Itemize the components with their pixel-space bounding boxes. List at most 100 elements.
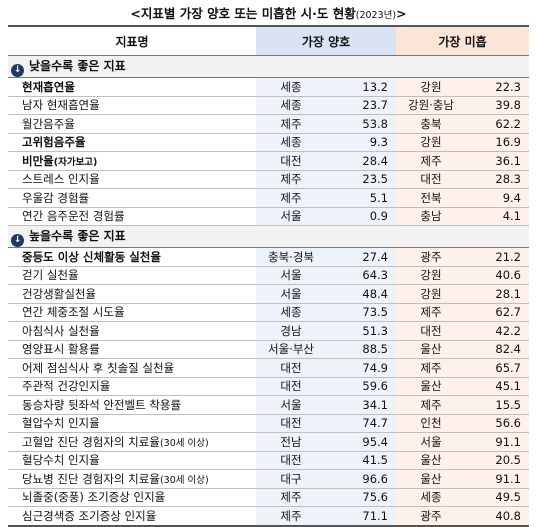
indicator-name-text: 혈압수치 인지율	[22, 416, 100, 431]
best-region: 대전	[256, 151, 326, 171]
indicator-name: 어제 점심식사 후 칫솔질 실천율	[8, 358, 256, 378]
best-value: 27.4	[326, 247, 396, 267]
worst-value: 49.5	[466, 488, 529, 507]
worst-region: 충남	[396, 207, 466, 226]
worst-value: 39.8	[466, 96, 529, 115]
worst-value: 20.5	[466, 451, 529, 470]
indicator-name-text: 어제 점심식사 후 칫솔질 실천율	[22, 360, 175, 375]
worst-region: 서울	[396, 432, 466, 452]
table-row: 동승차량 뒷좌석 안전벨트 착용률 서울 34.1 제주 15.5	[8, 395, 529, 415]
worst-region: 울산	[396, 469, 466, 489]
indicator-name: 고혈압 진단 경험자의 치료율(30세 이상)	[8, 432, 256, 452]
best-region: 전남	[256, 432, 326, 452]
section-header: ↓ 높을수록 좋은 지표	[8, 225, 529, 248]
worst-region: 강원	[396, 77, 466, 97]
indicator-name-text: 비만율	[22, 153, 54, 168]
worst-region: 광주	[396, 247, 466, 267]
best-region: 세종	[256, 303, 326, 322]
worst-value: 9.4	[466, 188, 529, 208]
indicator-name-text: 연간 음주운전 경험률	[22, 209, 125, 224]
table-row: 당뇨병 진단 경험자의 치료율(30세 이상) 대구 96.6 울산 91.1	[8, 469, 529, 489]
best-value: 23.5	[326, 170, 396, 189]
table-row: 스트레스 인지율 제주 23.5 대전 28.3	[8, 170, 529, 189]
table-row: 주관적 건강인지율 대전 59.6 울산 45.1	[8, 377, 529, 396]
best-value: 34.1	[326, 395, 396, 415]
worst-value: 22.3	[466, 77, 529, 97]
worst-value: 36.1	[466, 151, 529, 171]
worst-value: 82.4	[466, 340, 529, 359]
indicator-table: 지표명 가장 양호 가장 미흡 ↓ 낮을수록 좋은 지표 현재흡연율 세종 13.2 강원…	[8, 25, 529, 527]
worst-value: 16.9	[466, 133, 529, 152]
section-label: 높을수록 좋은 지표	[29, 228, 126, 243]
indicator-name-text: 연간 체중조절 시도율	[22, 305, 125, 320]
best-value: 48.4	[326, 284, 396, 304]
section-label: 낮을수록 좋은 지표	[29, 58, 126, 73]
best-region: 제주	[256, 170, 326, 189]
indicator-name: 걷기 실천율	[8, 266, 256, 285]
worst-value: 28.1	[466, 284, 529, 304]
table-title: <지표별 가장 양호 또는 미흡한 시·도 현황(2023년)>	[0, 3, 537, 25]
indicator-name: 혈압수치 인지율	[8, 414, 256, 433]
indicator-name-text: 영양표시 활용률	[22, 342, 100, 357]
table-row: 우울감 경험률 제주 5.1 전북 9.4	[8, 188, 529, 208]
best-region: 제주	[256, 114, 326, 134]
best-value: 59.6	[326, 377, 396, 396]
worst-value: 4.1	[466, 207, 529, 226]
indicator-note: (자가보고)	[53, 156, 98, 168]
best-value: 41.5	[326, 451, 396, 470]
worst-value: 91.1	[466, 432, 529, 452]
table-row: 월간음주율 제주 53.8 충북 62.2	[8, 114, 529, 134]
best-value: 5.1	[326, 188, 396, 208]
table-row: 연간 음주운전 경험률 서울 0.9 충남 4.1	[8, 207, 529, 226]
worst-value: 62.2	[466, 114, 529, 134]
worst-value: 40.6	[466, 266, 529, 285]
worst-region: 울산	[396, 451, 466, 470]
header-indicator-name: 지표명	[8, 25, 256, 56]
best-value: 9.3	[326, 133, 396, 152]
table-row: 건강생활실천율 서울 48.4 강원 28.1	[8, 284, 529, 304]
worst-region: 대전	[396, 170, 466, 189]
table-row: 현재흡연율 세종 13.2 강원 22.3	[8, 77, 529, 97]
indicator-name: 월간음주율	[8, 114, 256, 134]
worst-region: 강원	[396, 266, 466, 285]
worst-value: 56.6	[466, 414, 529, 433]
best-region: 경남	[256, 321, 326, 341]
indicator-name: 아침식사 실천율	[8, 321, 256, 341]
indicator-name-text: 고위험음주율	[22, 135, 86, 150]
best-region: 세종	[256, 96, 326, 115]
indicator-name-text: 주관적 건강인지율	[22, 379, 111, 394]
section-header-row: ↓ 높을수록 좋은 지표	[8, 225, 529, 248]
section-header-row: ↓ 낮을수록 좋은 지표	[8, 55, 529, 78]
best-region: 세종	[256, 133, 326, 152]
indicator-name-text: 건강생활실천율	[22, 286, 97, 301]
worst-value: 21.2	[466, 247, 529, 267]
table-row: 어제 점심식사 후 칫솔질 실천율 대전 74.9 제주 65.7	[8, 358, 529, 378]
indicator-name: 주관적 건강인지율	[8, 377, 256, 396]
indicator-name: 현재흡연율	[8, 77, 256, 97]
table-row: 고혈압 진단 경험자의 치료율(30세 이상) 전남 95.4 서울 91.1	[8, 432, 529, 452]
table-row: 걷기 실천율 서울 64.3 강원 40.6	[8, 266, 529, 285]
indicator-name-text: 남자 현재흡연율	[22, 98, 100, 113]
indicator-name: 동승차량 뒷좌석 안전벨트 착용률	[8, 395, 256, 415]
best-value: 95.4	[326, 432, 396, 452]
best-region: 서울	[256, 284, 326, 304]
worst-region: 울산	[396, 340, 466, 359]
indicator-name-text: 동승차량 뒷좌석 안전벨트 착용률	[22, 397, 182, 412]
indicator-name-text: 걷기 실천율	[22, 268, 79, 283]
table-row: 중등도 이상 신체활동 실천율 충북·경북 27.4 광주 21.2	[8, 247, 529, 267]
indicator-name-text: 당뇨병 진단 경험자의 치료율	[22, 471, 160, 486]
worst-region: 광주	[396, 506, 466, 527]
table-row: 아침식사 실천율 경남 51.3 대전 42.2	[8, 321, 529, 341]
table-row: 영양표시 활용률 서울·부산 88.5 울산 82.4	[8, 340, 529, 359]
header-worst: 가장 미흡	[396, 25, 529, 56]
best-value: 74.9	[326, 358, 396, 378]
indicator-name-text: 고혈압 진단 경험자의 치료율	[22, 434, 160, 449]
table-row: 고위험음주율 세종 9.3 강원 16.9	[8, 133, 529, 152]
title-text: <지표별 가장 양호 또는 미흡한 시·도 현황	[130, 6, 356, 21]
best-region: 세종	[256, 77, 326, 97]
worst-value: 65.7	[466, 358, 529, 378]
worst-region: 제주	[396, 395, 466, 415]
worst-region: 강원·충남	[396, 96, 466, 115]
best-value: 74.7	[326, 414, 396, 433]
indicator-name-text: 중등도 이상 신체활동 실천율	[22, 249, 161, 264]
